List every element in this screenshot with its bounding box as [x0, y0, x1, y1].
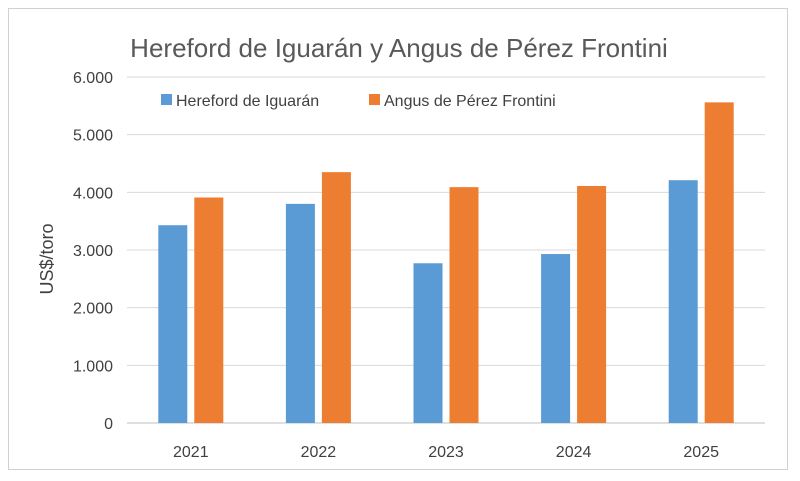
x-tick-label: 2025 [683, 444, 719, 461]
bar-angus-2025 [704, 102, 734, 423]
y-tick-label: 0 [104, 416, 113, 433]
x-tick-label: 2024 [556, 444, 592, 461]
bar-hereford-2021 [158, 225, 188, 423]
x-tick-label: 2022 [301, 444, 337, 461]
legend-swatch [369, 94, 380, 105]
x-tick-label: 2023 [428, 444, 464, 461]
x-tick-label: 2021 [173, 444, 209, 461]
y-tick-label: 1.000 [73, 358, 113, 375]
y-tick-label: 6.000 [73, 70, 113, 87]
y-tick-label: 2.000 [73, 301, 113, 318]
chart-frame: Hereford de Iguarán y Angus de Pérez Fro… [8, 8, 788, 470]
bar-chart: Hereford de Iguarán y Angus de Pérez Fro… [37, 33, 765, 461]
bar-angus-2022 [321, 172, 351, 423]
bar-hereford-2024 [541, 254, 571, 423]
bar-angus-2021 [194, 197, 224, 423]
legend: Hereford de Iguarán Angus de Pérez Fronti… [161, 93, 556, 110]
legend-label: Hereford de Iguarán [176, 93, 319, 110]
y-tick-label: 3.000 [73, 243, 113, 260]
gridlines [127, 76, 765, 424]
bar-angus-2023 [449, 187, 479, 423]
y-axis-ticks: 0 1.000 2.000 3.000 4.000 5.000 6.000 [73, 70, 113, 433]
bars [158, 102, 734, 423]
bar-angus-2024 [577, 185, 607, 423]
bar-hereford-2023 [413, 263, 443, 423]
y-axis-label: US$/toro [37, 223, 57, 294]
bar-hereford-2025 [668, 180, 698, 423]
bar-hereford-2022 [285, 203, 315, 423]
chart-title: Hereford de Iguarán y Angus de Pérez Fro… [130, 33, 668, 63]
legend-label: Angus de Pérez Frontini [384, 93, 556, 110]
x-axis-ticks: 2021 2022 2023 2024 2025 [173, 444, 719, 461]
y-tick-label: 4.000 [73, 185, 113, 202]
y-tick-label: 5.000 [73, 128, 113, 145]
legend-swatch [161, 94, 172, 105]
